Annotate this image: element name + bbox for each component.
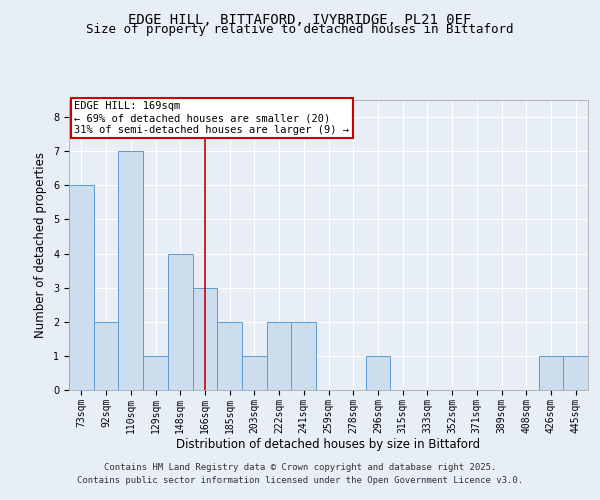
X-axis label: Distribution of detached houses by size in Bittaford: Distribution of detached houses by size … bbox=[176, 438, 481, 452]
Bar bbox=[267, 322, 292, 390]
Text: Contains HM Land Registry data © Crown copyright and database right 2025.: Contains HM Land Registry data © Crown c… bbox=[104, 464, 496, 472]
Bar bbox=[193, 288, 217, 390]
Bar bbox=[365, 356, 390, 390]
Bar bbox=[94, 322, 118, 390]
Bar bbox=[118, 151, 143, 390]
Bar bbox=[292, 322, 316, 390]
Text: EDGE HILL: 169sqm
← 69% of detached houses are smaller (20)
31% of semi-detached: EDGE HILL: 169sqm ← 69% of detached hous… bbox=[74, 102, 349, 134]
Text: Size of property relative to detached houses in Bittaford: Size of property relative to detached ho… bbox=[86, 24, 514, 36]
Bar bbox=[143, 356, 168, 390]
Bar bbox=[168, 254, 193, 390]
Bar bbox=[539, 356, 563, 390]
Bar bbox=[242, 356, 267, 390]
Bar bbox=[69, 186, 94, 390]
Bar bbox=[563, 356, 588, 390]
Y-axis label: Number of detached properties: Number of detached properties bbox=[34, 152, 47, 338]
Text: Contains public sector information licensed under the Open Government Licence v3: Contains public sector information licen… bbox=[77, 476, 523, 485]
Text: EDGE HILL, BITTAFORD, IVYBRIDGE, PL21 0EF: EDGE HILL, BITTAFORD, IVYBRIDGE, PL21 0E… bbox=[128, 12, 472, 26]
Bar bbox=[217, 322, 242, 390]
